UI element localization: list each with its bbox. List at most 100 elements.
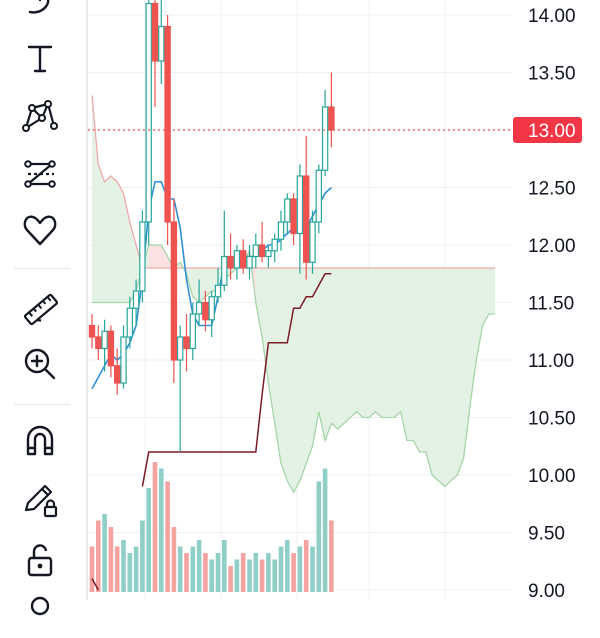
- candle: [208, 291, 215, 337]
- y-tick-label: 9.00: [528, 581, 565, 600]
- candle: [246, 245, 253, 280]
- unlock-icon[interactable]: [8, 536, 72, 584]
- candle-body: [296, 175, 304, 235]
- pattern-icon[interactable]: [8, 92, 72, 140]
- candle: [126, 296, 134, 349]
- candle: [290, 193, 297, 245]
- candle-body: [221, 255, 228, 286]
- candle: [240, 239, 247, 274]
- candle-body: [170, 221, 178, 361]
- base-line: [91, 578, 99, 591]
- candle: [88, 314, 96, 349]
- candle-body: [246, 255, 253, 269]
- volume-bar: [240, 553, 246, 592]
- volume-bar: [247, 559, 252, 592]
- y-tick-label: 11.50: [528, 294, 574, 315]
- volume-bar: [316, 481, 322, 592]
- volume-bar: [234, 559, 240, 592]
- magnet-icon[interactable]: [8, 418, 72, 466]
- candle-body: [189, 313, 196, 350]
- candle: [296, 164, 304, 274]
- eye-icon[interactable]: [8, 590, 72, 638]
- candle: [309, 210, 316, 274]
- candle-body: [227, 255, 234, 269]
- candle: [114, 348, 121, 395]
- volume-bar: [303, 540, 309, 592]
- y-tick-label: 11.00: [528, 351, 574, 372]
- leading-span-b: [92, 244, 496, 494]
- volume-bar: [291, 553, 296, 592]
- volume-bar: [329, 520, 334, 592]
- candle: [132, 279, 140, 326]
- candle-body: [139, 221, 146, 292]
- candle-body: [195, 301, 203, 315]
- text-icon[interactable]: [8, 34, 72, 82]
- candle: [328, 72, 335, 148]
- volume-bar: [203, 553, 208, 592]
- candle-body: [176, 336, 184, 361]
- volume-bar: [102, 514, 107, 592]
- last-price-label-bg: [513, 117, 582, 143]
- candle: [158, 0, 165, 84]
- candle: [95, 325, 102, 360]
- candle-body: [101, 330, 108, 350]
- candle-body: [88, 324, 96, 338]
- volume-bar: [222, 540, 227, 592]
- candle-body: [214, 284, 222, 298]
- volume-bar: [285, 540, 290, 592]
- candle: [227, 233, 234, 280]
- candle-body: [284, 198, 291, 223]
- prediction-icon[interactable]: [8, 150, 72, 198]
- candle: [303, 135, 310, 280]
- candlesticks: [88, 0, 335, 452]
- candle: [183, 314, 190, 372]
- candle: [101, 319, 108, 372]
- volume-bar: [121, 540, 126, 592]
- volume-bar: [146, 488, 151, 592]
- volume-bar: [278, 546, 284, 592]
- volume-bar: [152, 462, 158, 592]
- candle-body: [315, 169, 322, 223]
- candle-body: [114, 365, 121, 384]
- volume-bar: [259, 559, 265, 592]
- y-tick-label: 13.50: [528, 64, 576, 85]
- candle: [321, 89, 329, 176]
- candle-body: [208, 296, 215, 321]
- volume-bar: [177, 546, 183, 592]
- leading-span-a: [91, 95, 496, 269]
- volume-bar: [108, 527, 114, 592]
- volume-bar: [184, 553, 189, 592]
- volume-bar: [159, 468, 164, 592]
- base-line: [141, 273, 332, 487]
- candle-body: [277, 221, 285, 240]
- last-price-label: 13.00: [528, 121, 576, 142]
- y-tick-label: 12.00: [528, 236, 576, 257]
- pencil-lock-icon[interactable]: [8, 476, 72, 524]
- price-chart[interactable]: 14.00 13.50 13.00 12.50 12.00 11.50 11.00 10.50…: [88, 0, 600, 602]
- volume-bars: [89, 462, 334, 592]
- candle-body: [321, 106, 329, 171]
- brush-icon[interactable]: [8, 0, 72, 26]
- candle: [277, 210, 285, 251]
- volume-bar: [190, 546, 196, 592]
- candle-body: [183, 336, 190, 350]
- ruler-icon[interactable]: [8, 286, 72, 334]
- candle: [265, 245, 272, 268]
- volume-bar: [272, 559, 277, 592]
- heart-icon[interactable]: [8, 206, 72, 254]
- volume-bar: [266, 553, 271, 592]
- candle: [176, 325, 184, 452]
- volume-bar: [133, 546, 139, 592]
- cloud-bullish-area: [92, 95, 496, 493]
- candle: [315, 164, 322, 234]
- candle-body: [151, 2, 159, 62]
- candle-body: [107, 330, 115, 367]
- candle-body: [233, 250, 241, 269]
- volume-bar: [253, 553, 259, 592]
- candle-body: [328, 106, 335, 131]
- volume-bar: [171, 527, 177, 592]
- candle-body: [258, 244, 266, 258]
- volume-bar: [297, 546, 303, 592]
- zoom-in-icon[interactable]: [8, 340, 72, 388]
- price-axis[interactable]: 14.00 13.50 13.00 12.50 12.00 11.50 11.00 10.50…: [513, 6, 582, 602]
